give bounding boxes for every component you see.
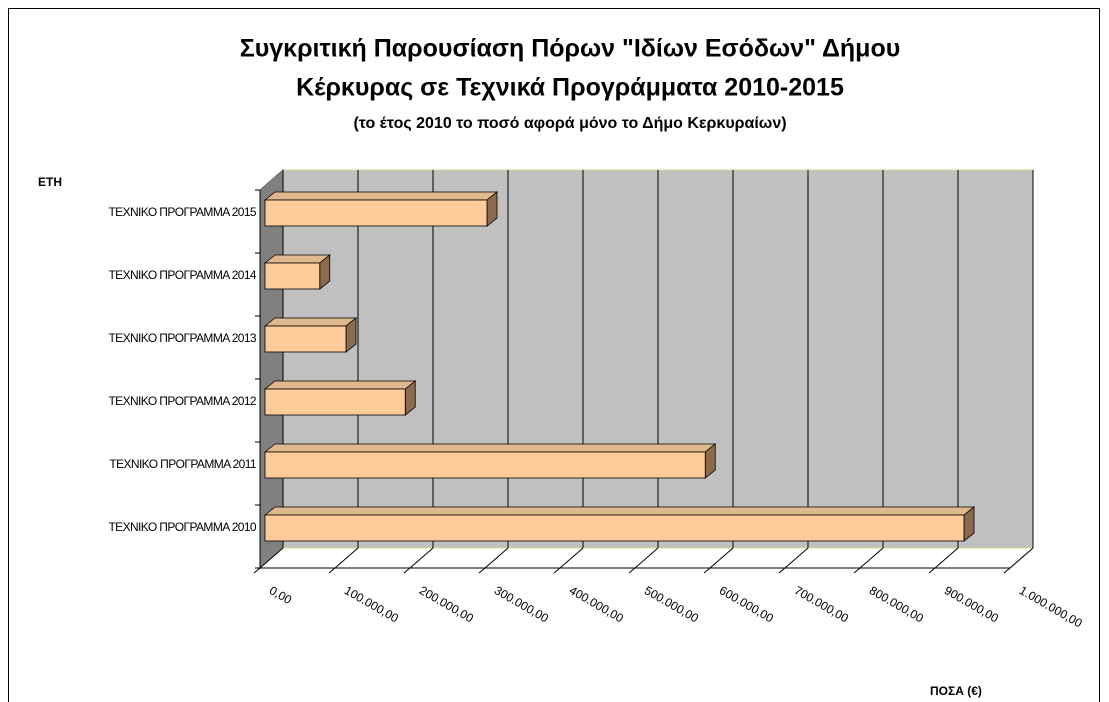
- x-tick: [928, 567, 936, 574]
- x-axis-title: ΠΟΣΑ (€): [930, 684, 982, 698]
- x-tick: [1003, 567, 1011, 574]
- bar-top: [263, 317, 358, 327]
- bar-top: [263, 191, 499, 201]
- y-axis-title: ΕΤΗ: [38, 175, 62, 189]
- grid-line: [859, 547, 884, 569]
- grid-line: [934, 547, 959, 569]
- y-tick-label: ΤΕΧΝΙΚΟ ΠΡΟΓΡΑΜΜΑ 2011: [109, 457, 257, 471]
- grid-line: [1009, 547, 1034, 569]
- chart-subtitle: (το έτος 2010 το ποσό αφορά μόνο το Δήμο…: [353, 115, 786, 132]
- bar-top: [263, 254, 331, 264]
- x-tick: [328, 567, 336, 574]
- chart-title: Συγκριτική Παρουσίαση Πόρων "Ιδίων Εσόδω…: [240, 35, 901, 63]
- grid-line: [634, 547, 659, 569]
- x-tick: [553, 567, 561, 574]
- grid-line: [409, 547, 434, 569]
- grid-line: [484, 547, 509, 569]
- grid-line: [784, 547, 809, 569]
- bar: [264, 325, 347, 353]
- y-tick-label: ΤΕΧΝΙΚΟ ΠΡΟΓΡΑΜΜΑ 2013: [108, 331, 256, 345]
- y-tick-label: ΤΕΧΝΙΚΟ ΠΡΟΓΡΑΜΜΑ 2015: [108, 205, 256, 219]
- bar-top: [263, 443, 717, 453]
- chart-title: Κέρκυρας σε Τεχνικά Προγράμματα 2010-201…: [296, 74, 844, 102]
- bar: [264, 388, 406, 416]
- grid-line: [709, 547, 734, 569]
- x-tick: [403, 567, 411, 574]
- bar-top: [263, 380, 417, 390]
- grid-line: [259, 547, 284, 569]
- bar: [264, 514, 965, 542]
- x-tick: [628, 567, 636, 574]
- x-tick: [778, 567, 786, 574]
- x-tick: [478, 567, 486, 574]
- y-tick-label: ΤΕΧΝΙΚΟ ΠΡΟΓΡΑΜΜΑ 2010: [108, 520, 256, 534]
- y-tick-label: ΤΕΧΝΙΚΟ ΠΡΟΓΡΑΜΜΑ 2014: [108, 268, 256, 282]
- bar: [264, 199, 488, 227]
- grid-line: [559, 547, 584, 569]
- y-tick-label: ΤΕΧΝΙΚΟ ΠΡΟΓΡΑΜΜΑ 2012: [108, 394, 256, 408]
- x-tick: [703, 567, 711, 574]
- bar: [264, 262, 321, 290]
- x-tick: [253, 567, 261, 574]
- bar: [264, 451, 706, 479]
- bar-top: [263, 506, 976, 516]
- grid-line: [334, 547, 359, 569]
- x-tick: [853, 567, 861, 574]
